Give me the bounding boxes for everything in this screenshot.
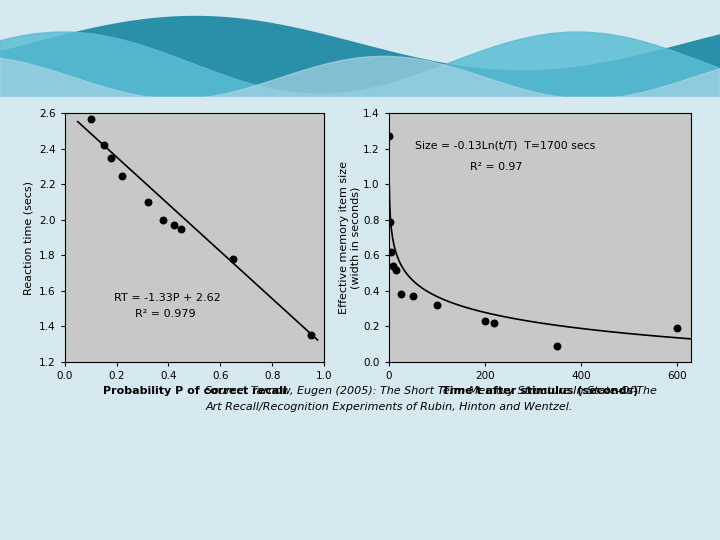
Point <box>671 324 683 333</box>
Polygon shape <box>0 56 720 99</box>
Point <box>98 141 109 150</box>
Y-axis label: Effective memory item size
(width in seconds): Effective memory item size (width in sec… <box>339 161 361 314</box>
Text: Size = -0.13Ln(t/T)  T=1700 secs: Size = -0.13Ln(t/T) T=1700 secs <box>415 140 595 151</box>
Point <box>116 171 127 180</box>
Point <box>387 262 398 271</box>
Text: RT = -1.33P + 2.62: RT = -1.33P + 2.62 <box>114 293 221 303</box>
Polygon shape <box>0 17 720 97</box>
X-axis label: Time t after stimulus (seconds): Time t after stimulus (seconds) <box>442 387 638 396</box>
Point <box>390 265 402 274</box>
Polygon shape <box>0 32 720 97</box>
Point <box>431 301 443 309</box>
Point <box>168 221 179 230</box>
Point <box>176 225 187 233</box>
Point <box>142 198 153 206</box>
Point <box>305 331 317 340</box>
Point <box>551 341 562 350</box>
Point <box>407 292 418 300</box>
Text: Source: Tarnow, Eugen (2005): The Short Term Memory Structure In State-Of-The: Source: Tarnow, Eugen (2005): The Short … <box>205 386 657 396</box>
Point <box>85 114 96 123</box>
Text: Art Recall/Recognition Experiments of Rubin, Hinton and Wentzel.: Art Recall/Recognition Experiments of Ru… <box>205 402 572 413</box>
Point <box>479 316 490 325</box>
Y-axis label: Reaction time (secs): Reaction time (secs) <box>24 180 34 295</box>
Point <box>228 254 239 263</box>
X-axis label: Probability P of correct recall: Probability P of correct recall <box>102 387 287 396</box>
Text: R² = 0.97: R² = 0.97 <box>470 162 523 172</box>
Text: R² = 0.979: R² = 0.979 <box>135 309 195 319</box>
Point <box>158 215 169 224</box>
Point <box>384 217 395 226</box>
Point <box>384 132 395 141</box>
Point <box>395 290 407 299</box>
Point <box>106 153 117 162</box>
Point <box>385 247 397 256</box>
Point <box>489 319 500 327</box>
